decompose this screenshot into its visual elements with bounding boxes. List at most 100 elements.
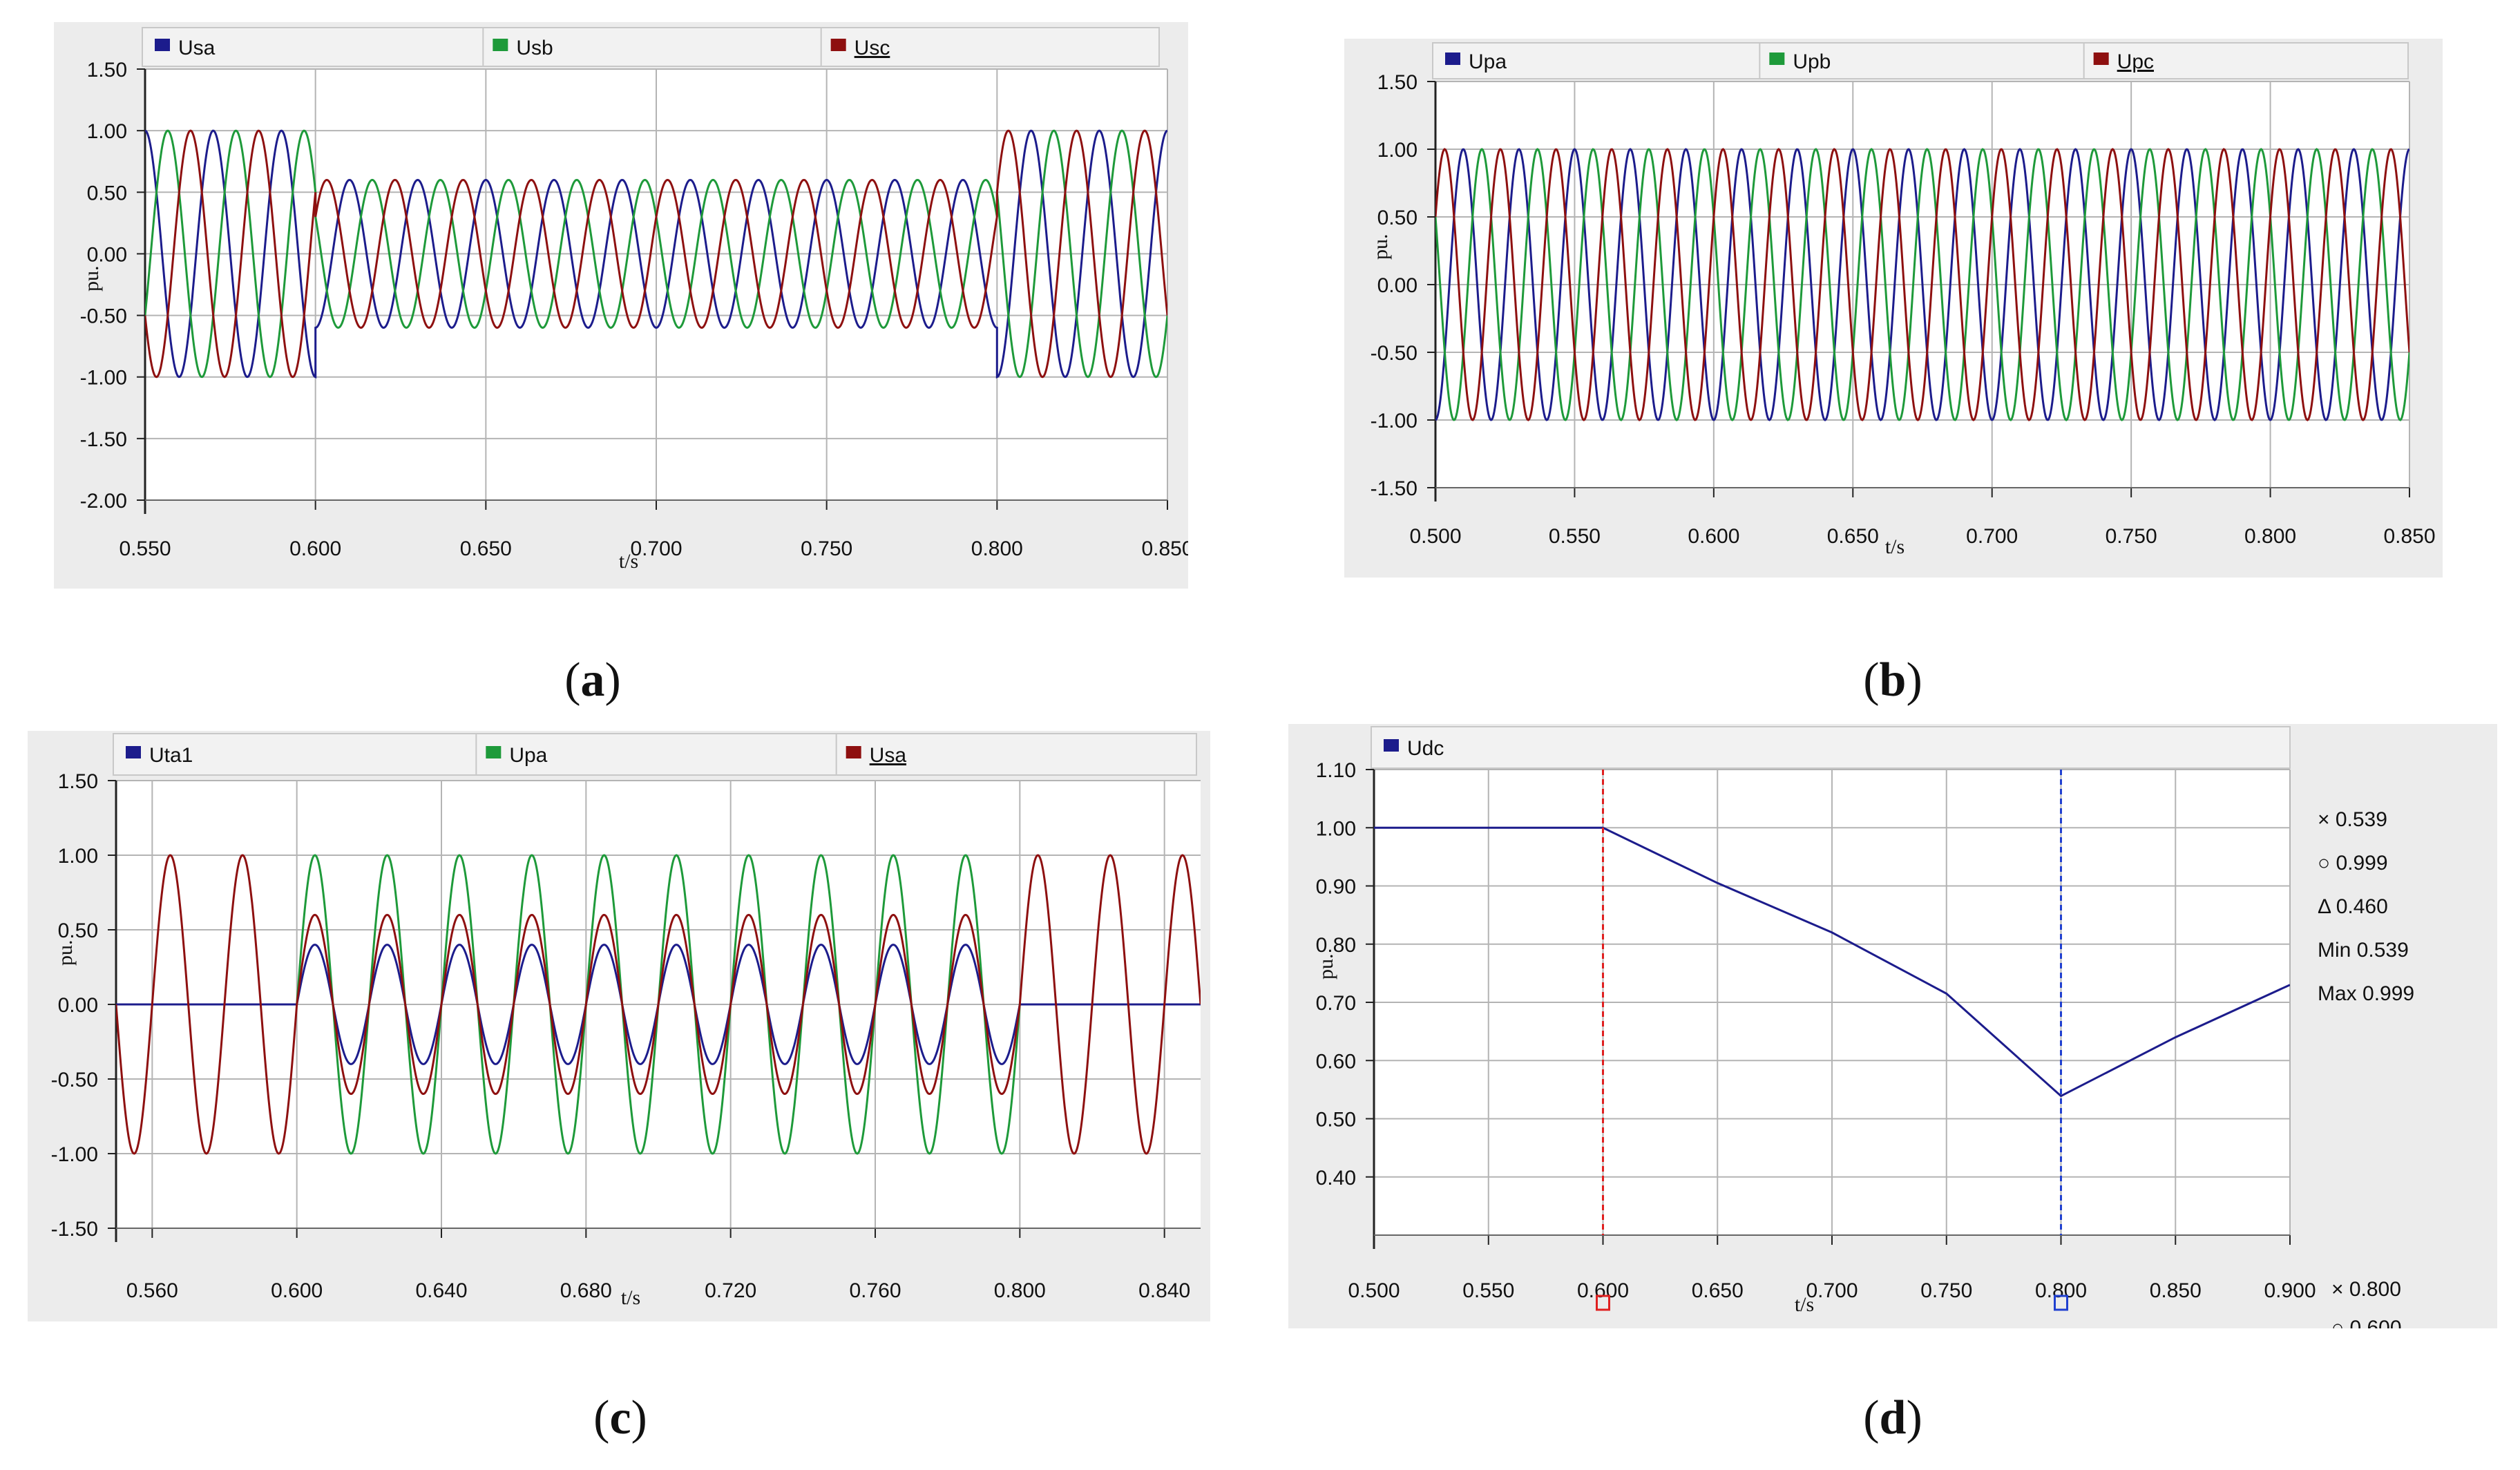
x-axis-label: t/s bbox=[1795, 1293, 1814, 1316]
series-line-udc bbox=[1374, 826, 2290, 1098]
x-tick-label: 0.680 bbox=[560, 1279, 612, 1302]
x-tick-label: 0.800 bbox=[971, 537, 1023, 560]
x-axis-label: t/s bbox=[1885, 535, 1905, 558]
x-tick-label: 0.850 bbox=[1141, 537, 1188, 560]
x-tick-label: 0.550 bbox=[1549, 525, 1601, 548]
y-tick-label: 1.10 bbox=[1316, 759, 1356, 782]
x-tick-label: 0.750 bbox=[2106, 525, 2157, 548]
caption-b: (b) bbox=[1863, 653, 1922, 707]
x-axis-label: t/s bbox=[621, 1286, 640, 1309]
x-tick-label: 0.550 bbox=[1462, 1279, 1514, 1302]
series-line-upc bbox=[1435, 148, 2409, 421]
cursor-handle bbox=[2054, 1295, 2068, 1311]
x-tick-label: 0.850 bbox=[2383, 525, 2435, 548]
x-tick-label: 0.800 bbox=[994, 1279, 1046, 1302]
x-tick-label: 0.700 bbox=[1806, 1279, 1858, 1302]
y-tick-label: 0.50 bbox=[87, 182, 127, 204]
x-tick-label: 0.760 bbox=[849, 1279, 901, 1302]
y-tick-label: 0.50 bbox=[1316, 1109, 1356, 1132]
y-tick-label: 0.50 bbox=[58, 919, 98, 942]
y-tick-label: -1.00 bbox=[1371, 410, 1418, 432]
x-tick-label: 0.600 bbox=[1688, 525, 1739, 548]
legend-label: Usa bbox=[870, 744, 907, 767]
legend-swatch bbox=[1384, 739, 1399, 752]
x-tick-label: 0.650 bbox=[1692, 1279, 1744, 1302]
legend-swatch bbox=[126, 746, 141, 758]
y-tick-label: -0.50 bbox=[1371, 342, 1418, 365]
legend-label: Usa bbox=[178, 37, 216, 59]
x-tick-label: 0.640 bbox=[415, 1279, 467, 1302]
y-tick-label: -1.00 bbox=[51, 1143, 98, 1166]
y-tick-label: -1.50 bbox=[80, 428, 127, 451]
series-line-usc bbox=[145, 129, 1167, 379]
y-tick-label: 0.00 bbox=[87, 243, 127, 266]
chart-panel-a: 1.50 1.00 0.50 0.00 -0.50 -1.00 -1.50 -2.00 0.55… bbox=[54, 22, 1188, 589]
chart-panel-d: 1.10 1.00 0.90 0.80 0.70 0.60 0.50 0.40 0.500 0.5… bbox=[1288, 724, 2497, 1328]
x-tick-label: 0.500 bbox=[1409, 525, 1461, 548]
chart-a: 1.50 1.00 0.50 0.00 -0.50 -1.00 -1.50 -2.00 0.55… bbox=[54, 22, 1188, 589]
x-tick-label: 0.650 bbox=[1827, 525, 1879, 548]
y-tick-label: 0.00 bbox=[1377, 274, 1418, 297]
x-tick-label: 0.750 bbox=[801, 537, 852, 560]
y-tick-label: 1.50 bbox=[58, 770, 98, 793]
y-tick-label: 1.50 bbox=[1377, 71, 1418, 94]
legend-swatch bbox=[1769, 52, 1785, 65]
x-tick-label: 0.800 bbox=[2035, 1279, 2087, 1302]
y-tick-label: -0.50 bbox=[51, 1069, 98, 1091]
y-tick-label: 0.60 bbox=[1316, 1050, 1356, 1073]
chart-c: 1.50 1.00 0.50 0.00 -0.50 -1.00 -1.50 0.560 0.60… bbox=[28, 731, 1210, 1321]
x-tick-label: 0.560 bbox=[126, 1279, 178, 1302]
legend-label: Upa bbox=[509, 744, 547, 767]
x-tick-label: 0.500 bbox=[1348, 1279, 1400, 1302]
x-tick-label: 0.840 bbox=[1138, 1279, 1190, 1302]
x-axis-label: t/s bbox=[619, 550, 638, 573]
y-tick-label: 1.00 bbox=[1316, 817, 1356, 840]
caption-a: (a) bbox=[564, 653, 621, 707]
legend-bar bbox=[113, 733, 1197, 776]
x-tick-label: 0.600 bbox=[271, 1279, 323, 1302]
series-line-upb bbox=[1435, 148, 2409, 421]
x-tick-label: 0.900 bbox=[2264, 1279, 2316, 1302]
y-tick-label: -1.50 bbox=[51, 1218, 98, 1241]
y-tick-label: 0.00 bbox=[58, 994, 98, 1017]
y-tick-label: 0.50 bbox=[1377, 207, 1418, 229]
legend-swatch bbox=[1445, 52, 1460, 65]
y-tick-label: 0.40 bbox=[1316, 1167, 1356, 1190]
cursor-readout: × 0.539 bbox=[2318, 808, 2387, 831]
x-tick-label: 0.600 bbox=[289, 537, 341, 560]
legend-bar bbox=[1432, 42, 2409, 79]
legend-label: Upc bbox=[2117, 50, 2154, 73]
cursor-readout: Max 0.999 bbox=[2318, 982, 2414, 1005]
chart-panel-b: 1.50 1.00 0.50 0.00 -0.50 -1.00 -1.50 0.500 0.55… bbox=[1344, 39, 2443, 578]
y-tick-label: -2.00 bbox=[80, 490, 127, 513]
series-line-usa bbox=[116, 854, 1201, 1155]
x-tick-label: 0.750 bbox=[1920, 1279, 1972, 1302]
cursor-value-readout: ○ 0.600 bbox=[2331, 1317, 2402, 1328]
caption-d: (d) bbox=[1863, 1391, 1922, 1444]
y-tick-label: 0.80 bbox=[1316, 934, 1356, 957]
legend-label: Uta1 bbox=[149, 744, 193, 767]
x-tick-label: 0.850 bbox=[2150, 1279, 2202, 1302]
legend-label: Upb bbox=[1793, 50, 1831, 73]
legend-bar bbox=[1371, 726, 2291, 769]
series-line-usa bbox=[145, 129, 1167, 379]
y-axis-label: pu. bbox=[1369, 234, 1392, 260]
cursor-handle bbox=[1596, 1295, 1610, 1311]
y-tick-label: 0.90 bbox=[1316, 876, 1356, 899]
y-tick-label: -0.50 bbox=[80, 305, 127, 328]
x-tick-label: 0.600 bbox=[1577, 1279, 1629, 1302]
chart-panel-c: 1.50 1.00 0.50 0.00 -0.50 -1.00 -1.50 0.560 0.60… bbox=[28, 731, 1210, 1321]
caption-c: (c) bbox=[593, 1391, 647, 1444]
x-tick-label: 0.700 bbox=[630, 537, 682, 560]
x-tick-label: 0.650 bbox=[460, 537, 512, 560]
y-tick-label: 1.00 bbox=[1377, 139, 1418, 162]
y-axis-label: pu. bbox=[54, 940, 77, 966]
legend-swatch bbox=[155, 39, 170, 51]
y-axis-label: pu. bbox=[80, 266, 103, 292]
x-tick-label: 0.800 bbox=[2244, 525, 2296, 548]
series-line-upa bbox=[1435, 148, 2409, 421]
legend-swatch bbox=[846, 746, 861, 758]
y-tick-label: 1.50 bbox=[87, 59, 127, 82]
legend-label: Udc bbox=[1407, 737, 1444, 760]
y-tick-label: 1.00 bbox=[87, 120, 127, 143]
